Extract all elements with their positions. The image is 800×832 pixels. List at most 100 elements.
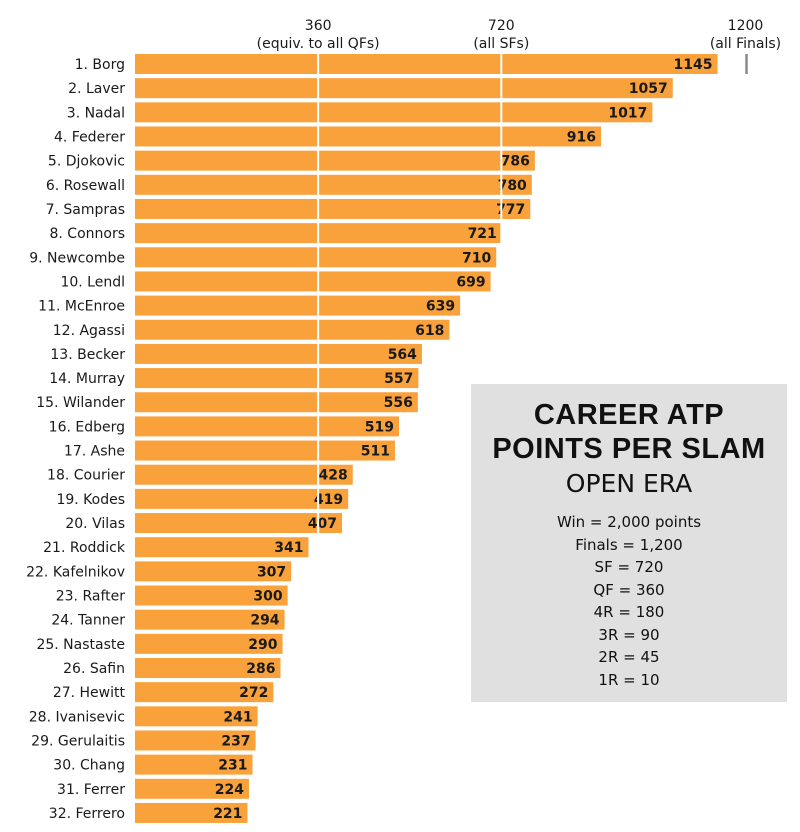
category-label: 21. Roddick bbox=[43, 540, 126, 556]
value-label: 290 bbox=[248, 637, 277, 653]
bar bbox=[135, 392, 418, 413]
reference-sub-label: (equiv. to all QFs) bbox=[257, 36, 380, 52]
value-label: 407 bbox=[308, 516, 337, 532]
value-label: 224 bbox=[215, 782, 244, 798]
bar bbox=[135, 537, 309, 558]
value-label: 300 bbox=[253, 589, 282, 605]
category-label: 25. Nastaste bbox=[36, 637, 125, 653]
category-label: 14. Murray bbox=[49, 371, 125, 387]
points-line-finals: Finals = 1,200 bbox=[575, 535, 683, 554]
bar bbox=[135, 802, 248, 823]
value-label: 618 bbox=[415, 323, 444, 339]
value-label: 1057 bbox=[629, 81, 668, 97]
category-label: 17. Ashe bbox=[64, 444, 125, 460]
points-line-1r: 1R = 10 bbox=[598, 670, 660, 689]
value-label: 786 bbox=[501, 154, 530, 170]
bar bbox=[135, 658, 281, 678]
category-label: 4. Federer bbox=[54, 129, 125, 145]
reference-value-label: 720 bbox=[488, 18, 515, 34]
category-label: 2. Laver bbox=[68, 81, 125, 97]
bar bbox=[135, 682, 274, 703]
category-label: 31. Ferrer bbox=[57, 782, 125, 798]
value-label: 428 bbox=[319, 468, 348, 484]
category-label: 15. Wilander bbox=[36, 395, 125, 411]
category-label: 20. Vilas bbox=[65, 516, 125, 532]
value-label: 710 bbox=[462, 250, 491, 266]
bar bbox=[135, 609, 285, 630]
value-label: 241 bbox=[223, 709, 252, 725]
info-box-title-line-2: POINTS PER SLAM bbox=[492, 433, 766, 465]
category-label: 8. Connors bbox=[49, 226, 125, 242]
bar bbox=[135, 488, 349, 509]
bar bbox=[135, 295, 461, 316]
bar bbox=[135, 198, 531, 219]
reference-sub-label: (all Finals) bbox=[710, 36, 781, 52]
value-label: 519 bbox=[365, 419, 394, 435]
bar bbox=[135, 440, 395, 461]
bar bbox=[135, 247, 497, 268]
bar bbox=[135, 633, 283, 654]
value-label: 341 bbox=[274, 540, 303, 556]
bar bbox=[135, 368, 419, 389]
info-box-title: CAREER ATP POINTS PER SLAM bbox=[471, 398, 787, 466]
bar bbox=[135, 416, 400, 437]
points-line-sf: SF = 720 bbox=[594, 558, 664, 576]
points-line-3r: 3R = 90 bbox=[598, 625, 660, 644]
value-label: 1017 bbox=[608, 105, 647, 121]
category-label: 1. Borg bbox=[75, 57, 125, 73]
bar bbox=[135, 778, 249, 799]
points-line-qf: QF = 360 bbox=[593, 580, 665, 599]
category-label: 32. Ferrero bbox=[49, 806, 125, 822]
category-label: 18. Courier bbox=[47, 468, 125, 484]
reference-sub-label: (all SFs) bbox=[473, 36, 529, 52]
bar bbox=[135, 78, 673, 99]
value-label: 307 bbox=[257, 564, 286, 580]
category-label: 26. Safin bbox=[63, 661, 125, 677]
reference-value-label: 360 bbox=[305, 18, 332, 34]
bar bbox=[135, 464, 353, 485]
value-label: 237 bbox=[221, 733, 250, 749]
value-label: 557 bbox=[384, 371, 413, 387]
info-box-title-line-1: CAREER ATP bbox=[533, 399, 725, 431]
value-label: 699 bbox=[456, 274, 485, 290]
reference-value-label: 1200 bbox=[728, 18, 764, 34]
category-label: 5. Djokovic bbox=[48, 154, 125, 170]
bar bbox=[135, 561, 292, 582]
bar bbox=[135, 585, 288, 606]
bar bbox=[135, 271, 491, 292]
value-label: 272 bbox=[239, 685, 268, 701]
value-label: 294 bbox=[250, 613, 279, 629]
bar bbox=[135, 754, 253, 775]
value-label: 564 bbox=[388, 347, 417, 363]
value-label: 286 bbox=[246, 661, 275, 677]
category-label: 30. Chang bbox=[53, 758, 125, 774]
category-label: 10. Lendl bbox=[60, 274, 125, 290]
category-label: 7. Sampras bbox=[46, 202, 125, 218]
points-line-2r: 2R = 45 bbox=[598, 648, 660, 666]
category-label: 27. Hewitt bbox=[53, 685, 126, 701]
category-label: 16. Edberg bbox=[49, 419, 125, 435]
category-label: 11. McEnroe bbox=[38, 299, 125, 315]
category-label: 13. Becker bbox=[50, 347, 125, 363]
bar bbox=[135, 126, 602, 147]
value-label: 221 bbox=[213, 806, 242, 822]
category-label: 23. Rafter bbox=[56, 589, 125, 605]
category-label: 19. Kodes bbox=[56, 492, 125, 508]
value-label: 777 bbox=[496, 202, 525, 218]
value-label: 721 bbox=[468, 226, 497, 242]
category-label: 6. Rosewall bbox=[46, 178, 125, 194]
category-label: 29. Gerulaitis bbox=[31, 733, 125, 749]
value-label: 639 bbox=[426, 299, 455, 315]
info-box: CAREER ATP POINTS PER SLAM OPEN ERA Win … bbox=[471, 384, 787, 702]
value-label: 231 bbox=[218, 758, 247, 774]
category-label: 28. Ivanisevic bbox=[29, 709, 125, 725]
bar bbox=[135, 343, 422, 364]
info-box-points-list: Win = 2,000 points Finals = 1,200 SF = 7… bbox=[471, 511, 787, 691]
category-label: 22. Kafelnikov bbox=[26, 564, 125, 580]
category-label: 12. Agassi bbox=[53, 323, 125, 339]
info-box-subtitle: OPEN ERA bbox=[565, 469, 693, 498]
bar bbox=[135, 513, 343, 534]
bar bbox=[135, 150, 535, 171]
